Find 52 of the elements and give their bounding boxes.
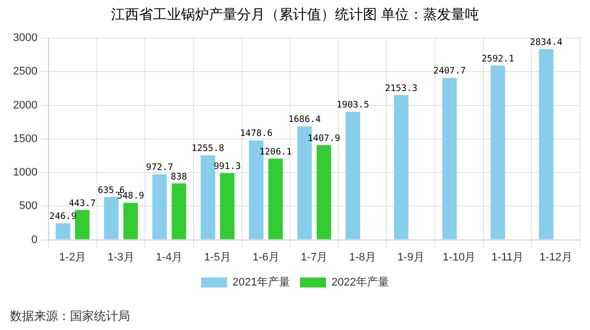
data-label: 991.3 (214, 162, 241, 172)
bar (316, 145, 332, 240)
data-label: 1407.9 (308, 134, 340, 144)
bar (172, 183, 186, 240)
x-tick-label: 1-7月 (300, 251, 328, 264)
chart-title: 江西省工业锅炉产量分月（累计值）统计图 单位：蒸发量吨 (110, 6, 480, 24)
x-tick-label: 1-2月 (59, 251, 86, 264)
x-tick-label: 1-11月 (491, 251, 524, 264)
x-tick-label: 1-6月 (252, 251, 280, 264)
legend-label: 2022年产量 (332, 276, 389, 289)
data-label: 1903.5 (336, 100, 370, 111)
y-tick-label: 2500 (12, 66, 38, 78)
legend-label: 2021年产量 (232, 276, 290, 289)
y-tick-label: 1500 (12, 132, 38, 145)
bar (394, 94, 408, 240)
x-tick-label: 1-12月 (539, 251, 572, 264)
data-label: 1686.4 (288, 115, 321, 126)
bar (104, 197, 119, 240)
bar (538, 49, 554, 240)
bar (200, 155, 216, 240)
bar (123, 202, 138, 240)
data-label: 1206.1 (259, 148, 292, 158)
data-label: 838 (170, 172, 188, 182)
y-tick-label: 500 (19, 200, 38, 212)
y-tick-label: 2000 (12, 99, 38, 112)
data-label: 443.7 (68, 198, 96, 209)
x-tick-label: 1-10月 (442, 251, 476, 264)
bar (75, 210, 90, 240)
data-label: 548.9 (117, 192, 144, 202)
bar (56, 223, 70, 240)
bar (220, 173, 235, 240)
x-tick-label: 1-5月 (204, 251, 232, 264)
source-note: 数据来源：国家统计局 (10, 308, 130, 325)
y-tick-label: 0 (31, 234, 38, 246)
data-label: 1478.6 (240, 129, 273, 140)
data-label: 2592.1 (482, 54, 514, 64)
bar (268, 158, 283, 240)
x-tick-label: 1-9月 (397, 251, 424, 264)
x-tick-label: 1-8月 (349, 251, 376, 264)
data-label: 2153.3 (384, 84, 418, 94)
y-tick-label: 1000 (12, 166, 38, 179)
data-label: 2834.4 (530, 38, 562, 48)
bar (152, 174, 167, 240)
bar (490, 65, 506, 240)
data-label: 2407.7 (433, 66, 466, 77)
data-label: 1255.8 (192, 144, 224, 154)
bar (346, 112, 360, 240)
data-label: 972.7 (146, 163, 174, 174)
x-tick-label: 1-3月 (108, 251, 134, 264)
y-tick-label: 3000 (12, 32, 38, 44)
bar (442, 78, 457, 240)
x-tick-label: 1-4月 (156, 251, 183, 264)
